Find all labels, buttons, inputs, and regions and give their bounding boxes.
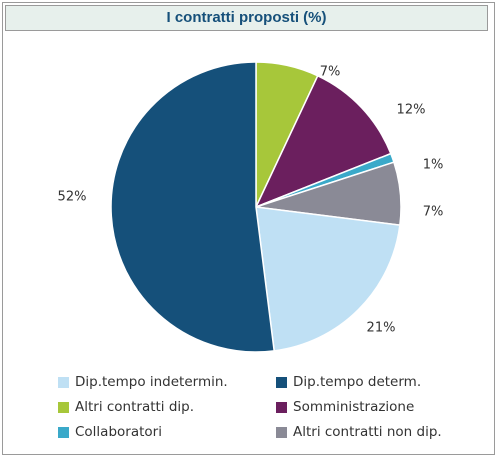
chart-title-bar: I contratti proposti (%): [5, 5, 488, 31]
pie-slice-dip-tempo-determ: [110, 61, 276, 353]
data-label-dip-tempo-indetermin: 21%: [367, 321, 396, 336]
legend-item-collaboratori: Collaboratori: [58, 422, 162, 442]
legend-item-altri-contratti-non-dip: Altri contratti non dip.: [276, 422, 442, 442]
legend-label: Altri contratti non dip.: [293, 424, 442, 440]
data-label-dip-tempo-determ: 52%: [58, 190, 87, 205]
legend-swatch: [58, 401, 69, 413]
legend-swatch: [276, 401, 287, 413]
legend-swatch: [58, 426, 69, 438]
legend-item-dip-tempo-determ: Dip.tempo determ.: [276, 372, 421, 392]
legend-label: Dip.tempo indetermin.: [75, 374, 228, 390]
chart-legend: Dip.tempo indetermin. Dip.tempo determ. Al…: [58, 372, 478, 442]
legend-swatch: [276, 426, 287, 438]
legend-label: Altri contratti dip.: [75, 399, 195, 415]
data-label-somministrazione: 12%: [397, 103, 426, 118]
legend-label: Somministrazione: [293, 399, 415, 415]
legend-label: Collaboratori: [75, 424, 162, 440]
chart-title: I contratti proposti (%): [166, 9, 327, 26]
legend-item-altri-contratti-dip: Altri contratti dip.: [58, 397, 194, 417]
pie-slice-somministrazione: [254, 74, 392, 209]
pie-slice-dip-tempo-indetermin: [255, 206, 401, 352]
legend-swatch: [276, 376, 287, 388]
data-label-altri-contratti-dip: 7%: [320, 65, 341, 80]
data-label-altri-contratti-non-dip: 7%: [423, 205, 444, 220]
legend-label: Dip.tempo determ.: [293, 374, 422, 390]
legend-item-somministrazione: Somministrazione: [276, 397, 414, 417]
legend-swatch: [58, 376, 69, 388]
legend-item-dip-tempo-indetermin: Dip.tempo indetermin.: [58, 372, 228, 392]
data-label-collaboratori: 1%: [423, 158, 444, 173]
